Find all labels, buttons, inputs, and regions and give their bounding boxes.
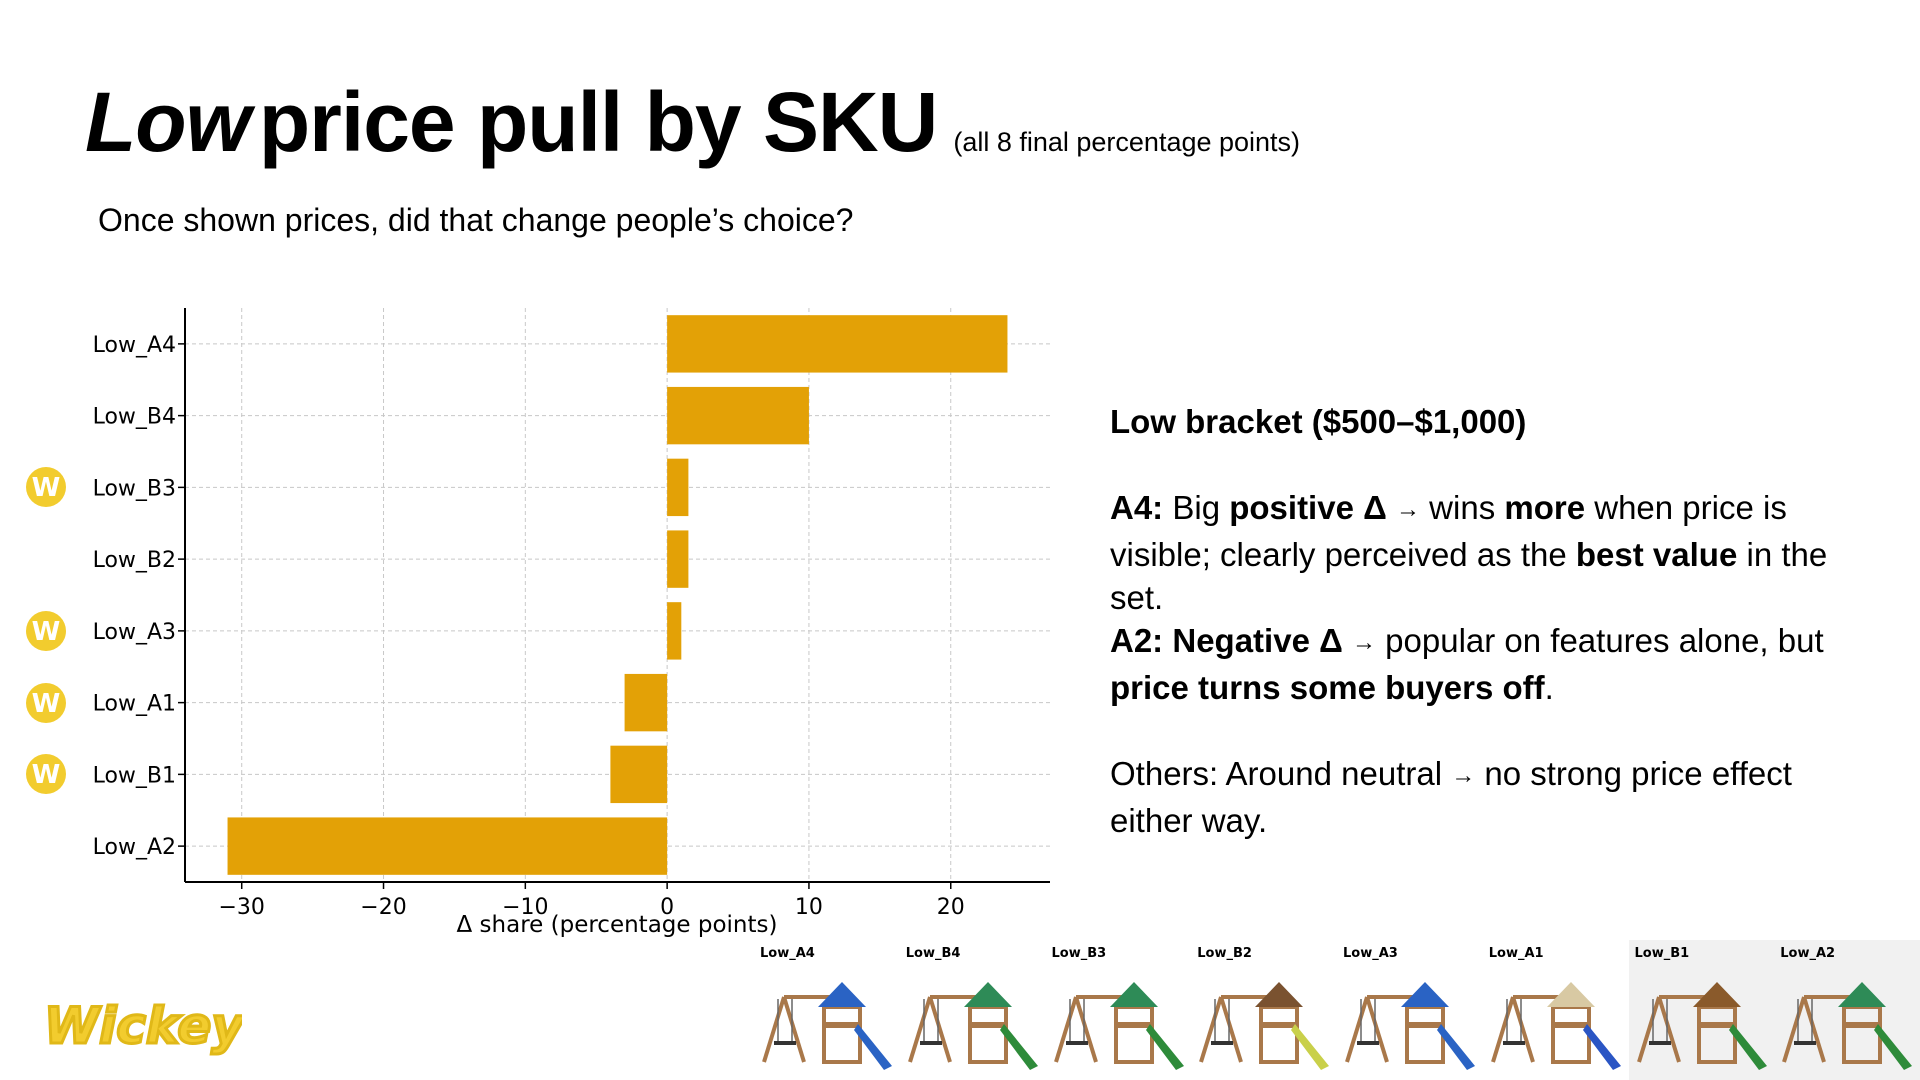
badge-circle [26, 754, 66, 795]
bar [667, 386, 809, 445]
badge-circle [26, 610, 66, 651]
product-thumbnail: Low_B3 [1045, 940, 1192, 1080]
arrow-right-icon: → [1451, 762, 1476, 789]
wickey-badge-icon: W [26, 754, 66, 795]
insight-panel: Low bracket ($500–$1,000) A4: Big positi… [1110, 400, 1880, 842]
playset-image [1782, 982, 1913, 1070]
y-tick-label: Low_B1 [93, 763, 176, 788]
page-subtitle: Once shown prices, did that change peopl… [98, 202, 854, 238]
a4-insight: A4: Big positive Δ → wins more when pric… [1110, 489, 1828, 616]
chart-axes [184, 308, 1050, 883]
badge-letter: W [32, 689, 61, 719]
bar [667, 602, 682, 660]
product-thumbnails: Low_A4 Low_B4 Low_B3 Low_B2 Low_A3 Low_A1 Low_… [754, 940, 1920, 1080]
product-thumbnail: Low_A1 [1482, 940, 1629, 1080]
title-note: (all 8 final percentage points) [953, 127, 1301, 157]
playset-image [1490, 982, 1621, 1070]
playset-image [762, 982, 892, 1070]
bar-chart: −30 −20 −10 0 10 20 Low_A4 Low_B4 Low_B3 Low_B2 Lo… [93, 308, 1050, 938]
playset-image [1053, 982, 1184, 1070]
product-label: Low_B3 [1051, 946, 1107, 961]
product-label: Low_B2 [1197, 946, 1252, 961]
title-main: price pull by SKU [258, 75, 938, 169]
y-tick-label: Low_B2 [93, 548, 176, 573]
x-tick-label: 0 [660, 895, 674, 920]
product-thumbnail: Low_A4 [754, 940, 900, 1080]
playset-image [1345, 982, 1475, 1070]
others-insight: Others: Around neutral → no strong price… [1110, 755, 1792, 839]
a2-insight: A2: Negative Δ → popular on features alo… [1110, 622, 1824, 706]
y-tick-label: Low_A3 [93, 620, 176, 645]
chart-labels: −30 −20 −10 0 10 20 Low_A4 Low_B4 Low_B3 Low_B2 Lo… [93, 333, 965, 920]
chart-bars [227, 315, 1008, 875]
product-label: Low_A3 [1343, 946, 1398, 961]
badge-letter: W [32, 473, 61, 503]
product-thumbnail: Low_B2 [1191, 940, 1337, 1080]
product-thumbnail: Low_B1 [1628, 940, 1775, 1080]
badge-letter: W [32, 760, 61, 790]
x-axis-label: Δ share (percentage points) [457, 912, 778, 938]
bar [667, 458, 689, 517]
wickey-logo: Wickey [43, 996, 243, 1057]
product-thumbnail: Low_A2 [1774, 940, 1920, 1080]
x-tick-label: 20 [937, 895, 965, 920]
bar [227, 817, 668, 875]
bar [624, 673, 668, 732]
wickey-badge-icon: W [26, 467, 66, 508]
arrow-right-icon: → [1396, 496, 1420, 523]
title-emphasis: Low [85, 75, 251, 169]
y-tick-label: Low_A4 [93, 333, 176, 358]
wickey-badge-icon: W [26, 610, 66, 651]
bar [610, 745, 668, 804]
x-tick-label: 10 [795, 895, 823, 920]
playset-image [907, 982, 1038, 1070]
y-tick-label: Low_A2 [93, 835, 176, 860]
product-label: Low_B4 [905, 946, 961, 961]
y-tick-label: Low_A1 [93, 692, 176, 717]
product-label: Low_A2 [1780, 946, 1836, 961]
arrow-right-icon: → [1351, 629, 1376, 656]
badge-letter: W [32, 617, 61, 647]
svg-text:Wickey: Wickey [44, 997, 242, 1055]
product-thumbnail: Low_B4 [899, 940, 1046, 1080]
playset-image [1199, 982, 1330, 1070]
bar [667, 530, 689, 588]
product-thumbnail: Low_A3 [1337, 940, 1483, 1080]
y-tick-label: Low_B3 [93, 476, 176, 501]
product-label: Low_B1 [1634, 946, 1690, 961]
x-tick-label: −10 [502, 895, 548, 920]
page-title: Low price pull by SKU (all 8 final percen… [85, 80, 1300, 164]
wickey-badge-icon: W [26, 682, 66, 723]
badge-circle [26, 682, 66, 723]
x-tick-label: −20 [360, 895, 406, 920]
y-tick-label: Low_B4 [93, 405, 176, 430]
panel-heading: Low bracket ($500–$1,000) [1110, 403, 1527, 440]
product-label: Low_A4 [760, 946, 815, 961]
x-tick-label: −30 [219, 895, 265, 920]
product-label: Low_A1 [1488, 946, 1544, 961]
badge-circle [26, 467, 66, 508]
playset-image [1636, 982, 1767, 1070]
bar [667, 315, 1008, 373]
